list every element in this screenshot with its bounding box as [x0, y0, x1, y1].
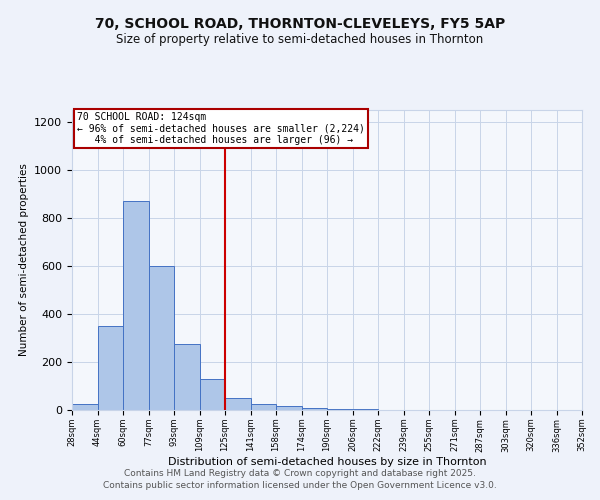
- Text: 70, SCHOOL ROAD, THORNTON-CLEVELEYS, FY5 5AP: 70, SCHOOL ROAD, THORNTON-CLEVELEYS, FY5…: [95, 18, 505, 32]
- Bar: [199, 379, 225, 410]
- Bar: [251, 404, 276, 410]
- Bar: [225, 398, 251, 410]
- Bar: [123, 201, 149, 410]
- Bar: [302, 408, 327, 410]
- Y-axis label: Number of semi-detached properties: Number of semi-detached properties: [19, 164, 29, 356]
- Text: 70 SCHOOL ROAD: 124sqm
← 96% of semi-detached houses are smaller (2,224)
   4% o: 70 SCHOOL ROAD: 124sqm ← 96% of semi-det…: [77, 112, 365, 144]
- X-axis label: Distribution of semi-detached houses by size in Thornton: Distribution of semi-detached houses by …: [167, 457, 487, 467]
- Bar: [174, 344, 199, 410]
- Bar: [276, 406, 302, 410]
- Bar: [149, 266, 174, 410]
- Bar: [353, 409, 378, 410]
- Bar: [72, 404, 97, 410]
- Text: Size of property relative to semi-detached houses in Thornton: Size of property relative to semi-detach…: [116, 32, 484, 46]
- Bar: [97, 326, 123, 410]
- Text: Contains public sector information licensed under the Open Government Licence v3: Contains public sector information licen…: [103, 481, 497, 490]
- Text: Contains HM Land Registry data © Crown copyright and database right 2025.: Contains HM Land Registry data © Crown c…: [124, 468, 476, 477]
- Bar: [327, 409, 353, 410]
